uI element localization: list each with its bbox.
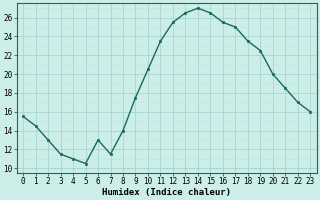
X-axis label: Humidex (Indice chaleur): Humidex (Indice chaleur) xyxy=(102,188,231,197)
